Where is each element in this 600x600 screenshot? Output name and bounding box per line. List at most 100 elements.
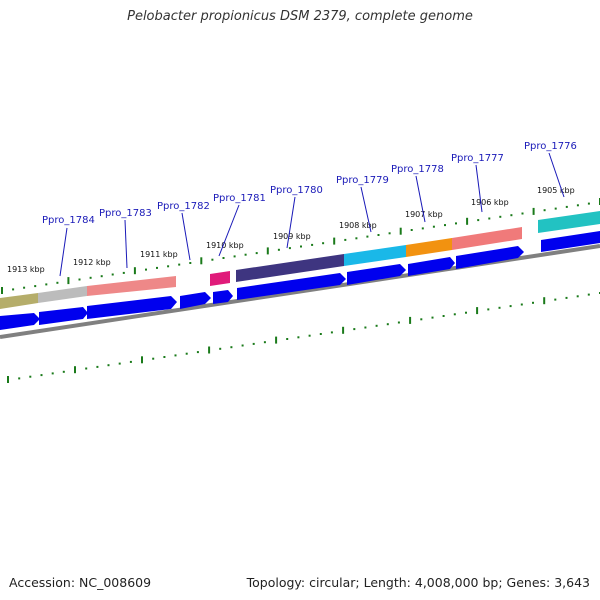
minor-tick xyxy=(431,316,434,319)
leader-line xyxy=(181,212,191,261)
gene-arrow xyxy=(0,313,40,330)
leader-line xyxy=(548,152,565,198)
minor-tick xyxy=(297,336,300,339)
accession-text: Accession: NC_008609 xyxy=(9,575,152,590)
minor-tick xyxy=(388,232,391,235)
minor-tick xyxy=(252,342,255,345)
kbp-label: 1908 kbp xyxy=(339,221,377,230)
gene-arrow xyxy=(213,290,233,304)
major-tick xyxy=(333,237,336,245)
minor-tick xyxy=(211,258,214,261)
leader-line xyxy=(286,196,296,249)
minor-tick xyxy=(233,255,236,258)
gene-arrow xyxy=(456,246,524,269)
minor-tick xyxy=(96,365,99,368)
major-tick xyxy=(1,287,3,294)
kbp-label: 1912 kbp xyxy=(73,258,111,267)
minor-tick xyxy=(410,229,413,231)
gene-label[interactable]: Ppro_1781 xyxy=(213,193,266,204)
minor-tick xyxy=(34,285,37,288)
minor-tick xyxy=(244,253,247,256)
minor-tick xyxy=(118,362,121,365)
gene-label[interactable]: Ppro_1782 xyxy=(157,201,210,212)
kbp-label: 1906 kbp xyxy=(471,198,509,207)
gene-label[interactable]: Ppro_1780 xyxy=(270,185,323,196)
minor-tick xyxy=(230,346,233,349)
minor-tick xyxy=(453,313,456,316)
gene-label[interactable]: Ppro_1778 xyxy=(391,164,444,175)
minor-tick xyxy=(444,224,446,227)
major-tick xyxy=(67,277,70,285)
gene-arrow xyxy=(180,292,211,309)
minor-tick xyxy=(510,214,513,217)
leader-line xyxy=(218,204,240,257)
minor-tick xyxy=(51,372,54,375)
minor-tick xyxy=(163,356,166,358)
minor-tick xyxy=(432,225,435,228)
minor-tick xyxy=(587,293,590,296)
major-tick xyxy=(141,356,143,364)
minor-tick xyxy=(189,262,192,264)
minor-tick xyxy=(353,328,356,331)
minor-tick xyxy=(174,354,177,357)
minor-tick xyxy=(364,326,367,329)
minor-tick xyxy=(587,202,590,205)
minor-tick xyxy=(565,296,568,299)
minor-tick xyxy=(565,205,568,208)
feature-segment xyxy=(0,293,38,309)
minor-tick xyxy=(554,298,557,301)
minor-tick xyxy=(12,288,15,291)
minor-tick xyxy=(543,209,546,212)
minor-tick xyxy=(107,364,110,367)
minor-tick xyxy=(421,227,424,230)
gene-arrow xyxy=(237,273,346,300)
gene-label[interactable]: Ppro_1776 xyxy=(524,141,577,152)
gene-arrow xyxy=(541,231,600,252)
minor-tick xyxy=(377,234,380,236)
major-tick xyxy=(208,346,211,354)
minor-tick xyxy=(499,215,502,218)
topology-text: Topology: circular; Length: 4,008,000 bp… xyxy=(246,575,590,590)
major-tick xyxy=(74,366,76,374)
genome-title: Pelobacter propionicus DSM 2379, complet… xyxy=(127,9,473,24)
minor-tick xyxy=(40,374,43,377)
minor-tick xyxy=(129,360,132,363)
minor-tick xyxy=(62,370,65,373)
minor-tick xyxy=(308,334,311,337)
minor-tick xyxy=(255,252,258,255)
minor-tick xyxy=(498,306,501,309)
minor-tick xyxy=(455,222,457,225)
minor-tick xyxy=(277,248,280,251)
leader-line xyxy=(415,175,426,223)
gene-label[interactable]: Ppro_1777 xyxy=(451,153,504,164)
minor-tick xyxy=(167,265,170,268)
major-tick xyxy=(399,227,402,235)
minor-tick xyxy=(576,295,579,298)
feature-segment xyxy=(406,238,452,257)
gene-arrow xyxy=(347,264,406,285)
gene-label[interactable]: Ppro_1784 xyxy=(42,215,95,226)
kbp-label: 1905 kbp xyxy=(537,186,575,195)
minor-tick xyxy=(344,238,347,241)
minor-tick xyxy=(219,347,222,350)
major-tick xyxy=(543,297,546,305)
major-tick xyxy=(133,267,136,275)
minor-tick xyxy=(386,323,389,326)
minor-tick xyxy=(178,263,181,266)
minor-tick xyxy=(488,217,491,220)
minor-tick xyxy=(145,268,147,271)
gene-arrow xyxy=(39,307,88,325)
kbp-label: 1911 kbp xyxy=(140,250,178,259)
leader-line xyxy=(124,219,128,269)
minor-tick xyxy=(89,276,92,279)
minor-tick xyxy=(375,324,378,327)
feature-segment xyxy=(344,245,406,266)
feature-segment xyxy=(236,254,344,282)
minor-tick xyxy=(509,305,512,308)
gene-label[interactable]: Ppro_1779 xyxy=(336,175,389,186)
minor-tick xyxy=(100,275,103,278)
minor-tick xyxy=(263,341,266,344)
minor-tick xyxy=(286,338,289,340)
gene-label[interactable]: Ppro_1783 xyxy=(99,208,152,219)
